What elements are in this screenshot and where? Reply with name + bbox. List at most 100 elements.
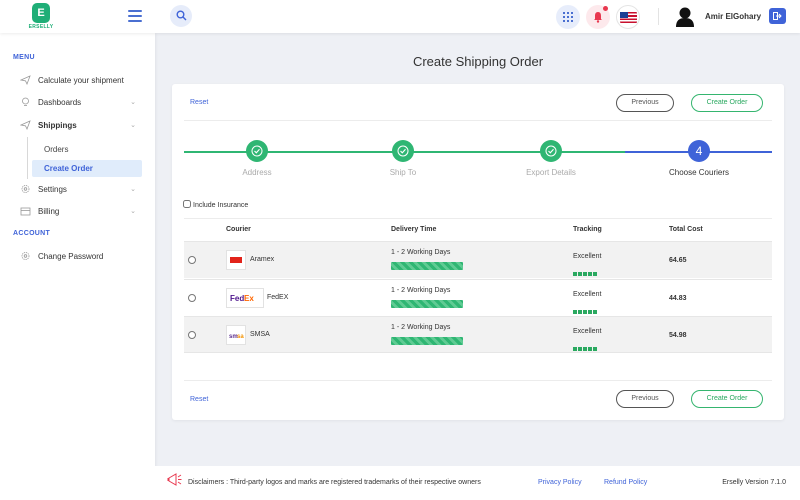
table-row[interactable]: Fed Ex FedEX 1 - 2 Working Days Excellent… bbox=[184, 279, 772, 316]
language-selector[interactable] bbox=[616, 5, 640, 29]
sidebar-item-change-password[interactable]: Change Password bbox=[20, 248, 140, 264]
svg-text:sa: sa bbox=[237, 334, 244, 340]
rating-dot bbox=[578, 310, 582, 314]
search-button[interactable] bbox=[170, 5, 192, 27]
rating-dot bbox=[573, 272, 577, 276]
smsa-logo: sm sa bbox=[226, 325, 246, 345]
search-icon bbox=[176, 10, 187, 21]
apps-grid-icon bbox=[563, 12, 573, 22]
order-card: Reset Previous Create Order 4 Address Sh… bbox=[172, 84, 784, 420]
total-cost: 64.65 bbox=[669, 257, 687, 264]
apps-grid-button[interactable] bbox=[556, 5, 580, 29]
tracking-quality: Excellent bbox=[573, 253, 602, 260]
delivery-progress-bar bbox=[391, 262, 463, 270]
megaphone-icon bbox=[167, 473, 182, 486]
tracking-quality: Excellent bbox=[573, 291, 602, 298]
check-icon bbox=[397, 145, 409, 157]
insurance-checkbox[interactable] bbox=[183, 200, 191, 208]
bell-icon bbox=[594, 12, 602, 23]
step-4-circle[interactable]: 4 bbox=[688, 140, 710, 162]
notification-badge bbox=[603, 6, 608, 11]
sidebar-subitem-orders[interactable]: Orders bbox=[44, 145, 69, 154]
menu-section-title: MENU bbox=[13, 54, 35, 61]
create-order-button[interactable]: Create Order bbox=[691, 94, 763, 112]
refund-policy-link[interactable]: Refund Policy bbox=[604, 479, 648, 486]
sidebar-item-label: Change Password bbox=[38, 252, 104, 261]
rating-dot bbox=[578, 347, 582, 351]
delivery-progress-fill bbox=[391, 262, 463, 270]
step-label-export-details: Export Details bbox=[526, 168, 576, 177]
previous-button-bottom[interactable]: Previous bbox=[616, 390, 674, 408]
logo-wordmark: ERSELLY bbox=[28, 24, 54, 30]
reset-button[interactable]: Reset bbox=[190, 99, 209, 106]
privacy-policy-link[interactable]: Privacy Policy bbox=[538, 479, 582, 486]
sidebar-item-label: Dashboards bbox=[38, 98, 82, 107]
logout-icon bbox=[773, 12, 782, 20]
previous-button[interactable]: Previous bbox=[616, 94, 674, 112]
delivery-progress-bar bbox=[391, 337, 463, 345]
check-icon bbox=[251, 145, 263, 157]
col-header-tracking: Tracking bbox=[573, 226, 602, 233]
sidebar-item-label: Settings bbox=[38, 185, 67, 194]
sidebar-item-label: Calculate your shipment bbox=[38, 76, 124, 85]
step-1-circle[interactable] bbox=[246, 140, 268, 162]
step-3-circle[interactable] bbox=[540, 140, 562, 162]
table-top-divider bbox=[184, 218, 772, 219]
table-row[interactable]: Aramex 1 - 2 Working Days Excellent 64.6… bbox=[184, 241, 772, 278]
total-cost: 54.98 bbox=[669, 332, 687, 339]
sidebar: MENU Calculate your shipment Dashboards … bbox=[0, 33, 155, 500]
courier-radio[interactable] bbox=[188, 256, 196, 264]
bulb-icon bbox=[22, 97, 29, 106]
delivery-progress-fill bbox=[391, 337, 463, 345]
sidebar-item-dashboards[interactable]: Dashboards ⌄ bbox=[20, 94, 140, 110]
sidebar-item-label: Shippings bbox=[38, 121, 77, 130]
step-label-choose-couriers: Choose Couriers bbox=[668, 168, 730, 177]
rating-dot bbox=[588, 272, 592, 276]
sidebar-subitem-create-order[interactable]: Create Order bbox=[32, 160, 142, 177]
courier-radio[interactable] bbox=[188, 294, 196, 302]
app-version: Erselly Version 7.1.0 bbox=[722, 479, 786, 486]
delivery-progress-bar bbox=[391, 300, 463, 308]
delivery-time: 1 - 2 Working Days bbox=[391, 287, 451, 294]
table-row[interactable]: sm sa SMSA 1 - 2 Working Days Excellent 5… bbox=[184, 316, 772, 353]
sidebar-item-billing[interactable]: Billing ⌄ bbox=[20, 203, 140, 219]
avatar[interactable] bbox=[675, 5, 695, 27]
chevron-down-icon: ⌄ bbox=[130, 208, 136, 215]
logo-mark: E bbox=[32, 3, 50, 23]
erselly-logo[interactable]: E ERSELLY bbox=[28, 3, 54, 31]
step-2-circle[interactable] bbox=[392, 140, 414, 162]
us-flag-icon bbox=[620, 12, 637, 23]
user-name[interactable]: Amir ElGohary bbox=[705, 12, 762, 21]
account-section-title: ACCOUNT bbox=[13, 230, 51, 237]
logout-button[interactable] bbox=[769, 8, 786, 24]
card-divider bbox=[184, 120, 772, 121]
chevron-down-icon: ⌄ bbox=[130, 99, 136, 106]
include-insurance[interactable]: Include Insurance bbox=[183, 200, 248, 209]
courier-name: FedEX bbox=[267, 294, 289, 301]
footer: Disclaimers : Third-party logos and mark… bbox=[155, 466, 800, 500]
footer-disclaimer: Disclaimers : Third-party logos and mark… bbox=[188, 479, 481, 486]
courier-radio[interactable] bbox=[188, 331, 196, 339]
submenu-line bbox=[27, 137, 28, 179]
reset-button-bottom[interactable]: Reset bbox=[190, 396, 209, 403]
svg-text:Ex: Ex bbox=[244, 294, 254, 303]
sidebar-item-shippings[interactable]: Shippings ⌄ bbox=[20, 117, 140, 133]
step-label-address: Address bbox=[242, 168, 272, 177]
step-label-ship-to: Ship To bbox=[389, 168, 417, 177]
col-header-delivery: Delivery Time bbox=[391, 226, 437, 233]
airplane-icon bbox=[20, 75, 31, 85]
rating-dot bbox=[588, 347, 592, 351]
create-order-button-bottom[interactable]: Create Order bbox=[691, 390, 763, 408]
airplane-icon bbox=[20, 120, 31, 130]
notifications-button[interactable] bbox=[586, 5, 610, 29]
delivery-progress-fill bbox=[391, 300, 463, 308]
sidebar-item-calculate[interactable]: Calculate your shipment bbox=[20, 72, 140, 88]
sidebar-item-settings[interactable]: Settings ⌄ bbox=[20, 181, 140, 197]
page-title: Create Shipping Order bbox=[412, 54, 544, 69]
menu-toggle-icon[interactable] bbox=[128, 10, 142, 22]
rating-dot bbox=[583, 347, 587, 351]
card-bottom-divider bbox=[184, 380, 772, 381]
gear-icon bbox=[21, 185, 30, 193]
rating-dot bbox=[573, 310, 577, 314]
total-cost: 44.83 bbox=[669, 295, 687, 302]
